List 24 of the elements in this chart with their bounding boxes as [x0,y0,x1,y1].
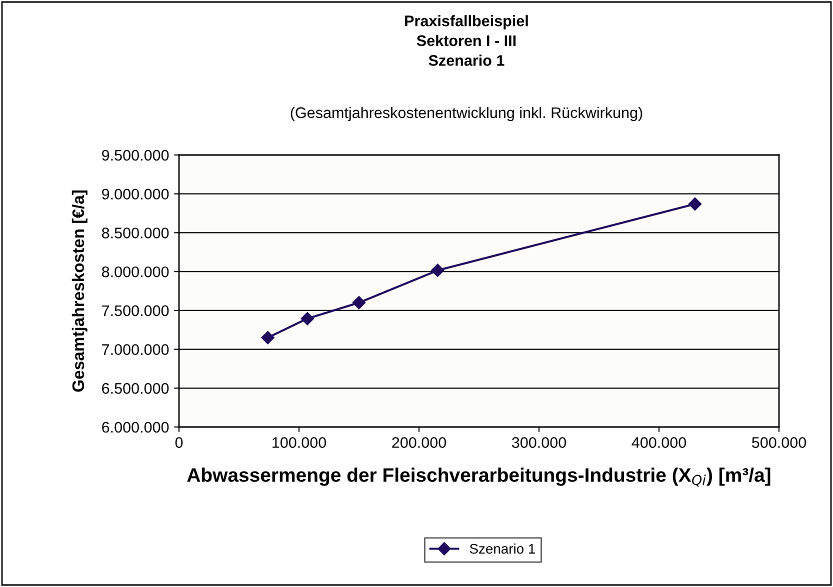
y-tick-label: 6.000.000 [102,422,169,433]
x-tick-label: 400.000 [632,437,686,448]
y-tick-label: 9.000.000 [102,188,169,200]
x-axis-title: Abwassermenge der Fleischverarbeitungs-Industrie (X$_{Qi}$) [m³/a] [187,468,770,487]
point [431,264,444,277]
legend-label: Szenario 1 [470,544,535,554]
y-axis-title: Gesamtjahreskosten [€/a] [72,190,88,392]
y-tick-label: 6.500.000 [102,383,169,394]
point [261,331,274,344]
y-tick-label: 7.500.000 [102,305,169,316]
x-tick-label: 500.000 [752,437,806,448]
point [352,296,366,310]
y-tick-label: 8.000.000 [102,266,169,278]
x-tick-label: 100.000 [272,437,326,448]
y-tick-label: 7.000.000 [102,344,169,355]
x-tick-label: 200.000 [392,437,446,448]
y-tick-label: 8.500.000 [102,228,169,238]
chart-subtitle: (Gesamtjahreskostenentwicklung inkl. Rückwirkung) [290,106,642,122]
chart-title: Praxisfallbeispiel Sektoren I - III Szenario 1 [405,15,528,66]
point [300,312,314,326]
y-tick-label: 9.500.000 [102,150,169,161]
x-tick-label: 0 [175,437,183,448]
point [688,197,702,211]
x-tick-label: 300.000 [512,437,566,448]
